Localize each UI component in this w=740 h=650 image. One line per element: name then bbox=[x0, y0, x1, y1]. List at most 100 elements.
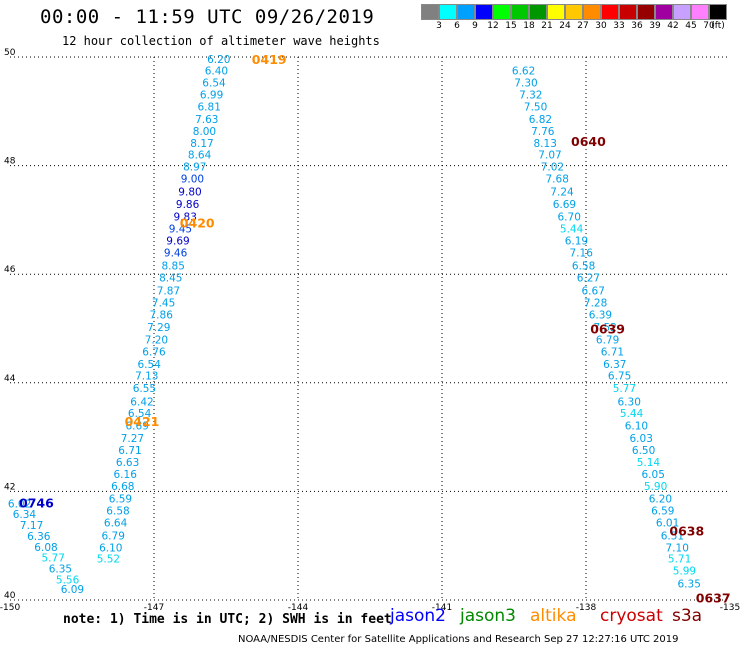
swh-label: 6.39 bbox=[589, 309, 612, 321]
legend-swatch bbox=[673, 4, 691, 20]
legend-swatch bbox=[691, 4, 709, 20]
swh-label: 6.71 bbox=[601, 346, 624, 358]
longitude-tick-label: -150 bbox=[0, 603, 20, 613]
swh-label: 7.16 bbox=[570, 247, 594, 259]
legend-swatch bbox=[439, 4, 457, 20]
legend-label: (ft) bbox=[711, 21, 725, 31]
swh-label: 6.51 bbox=[661, 530, 684, 542]
swh-label: 7.87 bbox=[157, 285, 180, 297]
swh-label: 6.30 bbox=[618, 396, 641, 408]
swh-label: 6.99 bbox=[200, 89, 223, 101]
longitude-tick-label: -147 bbox=[144, 603, 164, 613]
legend-label: 70 bbox=[703, 21, 715, 31]
swh-label: 7.13 bbox=[135, 371, 158, 383]
swh-label: 5.44 bbox=[620, 408, 644, 420]
footer-credit: NOAA/NESDIS Center for Satellite Applica… bbox=[238, 634, 679, 645]
swh-label: 6.79 bbox=[102, 530, 125, 542]
map-title: 00:00 - 11:59 UTC 09/26/2019 bbox=[40, 6, 375, 28]
swh-label: 6.37 bbox=[603, 359, 626, 371]
legend-swatch bbox=[565, 4, 583, 20]
swh-label: 6.19 bbox=[565, 236, 588, 248]
swh-label: 6.59 bbox=[109, 493, 132, 505]
legend-label: 36 bbox=[631, 21, 643, 31]
legend-swatch bbox=[709, 4, 727, 20]
track-0419-0421: 6.206.406.546.996.817.638.008.178.648.97… bbox=[97, 54, 231, 566]
swh-label: 7.52 bbox=[594, 322, 617, 334]
swh-label: 9.69 bbox=[166, 236, 189, 248]
swh-label: 5.71 bbox=[668, 554, 691, 566]
swh-label: 9.86 bbox=[176, 199, 200, 211]
swh-label: 6.40 bbox=[205, 66, 228, 78]
swh-label: 6.58 bbox=[106, 505, 129, 517]
swh-label: 9.00 bbox=[181, 174, 204, 186]
track-0637-0640: 6.627.307.327.506.827.768.137.077.027.68… bbox=[512, 66, 701, 591]
swh-label: 9.83 bbox=[174, 212, 197, 224]
legend-labels: 3 6 9 12 15 18 21 24 27 30 33 36 39 42 45 70 (ft) bbox=[421, 20, 740, 34]
map-subtitle: 12 hour collection of altimeter wave hei… bbox=[62, 34, 380, 48]
mission-jason2: jason2 bbox=[390, 606, 446, 626]
swh-label: 7.76 bbox=[531, 126, 555, 138]
swh-label: 6.67 bbox=[582, 285, 605, 297]
legend-swatch bbox=[421, 4, 439, 20]
swh-label: 7.29 bbox=[147, 322, 170, 334]
swh-label: 6.71 bbox=[118, 445, 141, 457]
footer-note: note: 1) Time is in UTC; 2) SWH is in fe… bbox=[63, 612, 392, 627]
swh-label: 6.03 bbox=[630, 433, 653, 445]
swh-label: 6.01 bbox=[656, 517, 679, 529]
swh-label: 6.36 bbox=[27, 531, 51, 543]
swh-label: 6.05 bbox=[642, 469, 665, 481]
swh-label: 6.09 bbox=[61, 584, 84, 596]
swh-label: 6.42 bbox=[130, 396, 153, 408]
swh-label: 7.28 bbox=[584, 297, 607, 309]
swh-label: 5.90 bbox=[644, 481, 667, 493]
swh-label: 7.32 bbox=[519, 89, 542, 101]
swh-label: 6.55 bbox=[133, 383, 156, 395]
legend-label: 24 bbox=[559, 21, 571, 31]
swh-label: 6.20 bbox=[649, 493, 672, 505]
pass-time-label: 0638 bbox=[669, 523, 704, 538]
legend-swatch bbox=[475, 4, 493, 20]
legend-label: 18 bbox=[523, 21, 535, 31]
swh-label: 7.86 bbox=[150, 309, 174, 321]
color-legend: 3 6 9 12 15 18 21 24 27 30 33 36 39 42 45 70 (ft) bbox=[421, 4, 740, 34]
swh-label: 7.20 bbox=[145, 334, 168, 346]
latitude-tick-label: 50 bbox=[4, 48, 16, 58]
swh-label: 7.50 bbox=[524, 101, 547, 113]
legend-label: 45 bbox=[685, 21, 697, 31]
legend-swatch bbox=[619, 4, 637, 20]
latitude-tick-label: 40 bbox=[4, 591, 16, 601]
swh-label: 5.56 bbox=[56, 574, 80, 586]
swh-label: 6.08 bbox=[34, 542, 57, 554]
legend-swatch bbox=[655, 4, 673, 20]
legend-label: 9 bbox=[472, 21, 478, 31]
axis-labels: -150 -147 -144 -141 -138 -135 50 48 46 44 42 40 bbox=[0, 48, 740, 613]
swh-label: 9.80 bbox=[178, 187, 201, 199]
swh-label: 6.34 bbox=[13, 509, 37, 521]
mission-jason3: jason3 bbox=[460, 606, 516, 626]
latitude-tick-label: 42 bbox=[4, 482, 15, 492]
pass-labels: 0419 0420 0421 0746 0640 0639 0638 0637 bbox=[19, 52, 731, 605]
legend-label: 12 bbox=[487, 21, 499, 31]
swh-label: 8.00 bbox=[193, 126, 216, 138]
pass-time-label: 0421 bbox=[125, 414, 160, 429]
swh-label: 6.64 bbox=[104, 517, 128, 529]
swh-label: 5.52 bbox=[97, 554, 120, 566]
swh-label: 5.99 bbox=[673, 566, 696, 578]
swh-label: 6.20 bbox=[207, 54, 230, 66]
mission-cryosat: cryosat bbox=[600, 606, 663, 626]
pass-time-label: 0639 bbox=[590, 322, 625, 337]
swh-label: 8.17 bbox=[190, 138, 213, 150]
swh-label: 6.35 bbox=[49, 564, 72, 576]
track-0746: 6.026.347.176.366.085.776.355.566.09 bbox=[8, 498, 84, 596]
swh-label: 7.63 bbox=[195, 114, 218, 126]
pass-time-label: 0419 bbox=[252, 52, 287, 67]
swh-label: 7.68 bbox=[546, 174, 569, 186]
swh-label: 5.14 bbox=[637, 457, 661, 469]
swh-label: 6.10 bbox=[99, 542, 122, 554]
swh-label: 8.45 bbox=[159, 272, 182, 284]
legend-swatch bbox=[511, 4, 529, 20]
swh-label: 7.02 bbox=[541, 162, 564, 174]
pass-time-label: 0640 bbox=[571, 134, 606, 149]
swh-label: 9.45 bbox=[169, 224, 192, 236]
longitude-tick-label: -135 bbox=[720, 603, 740, 613]
